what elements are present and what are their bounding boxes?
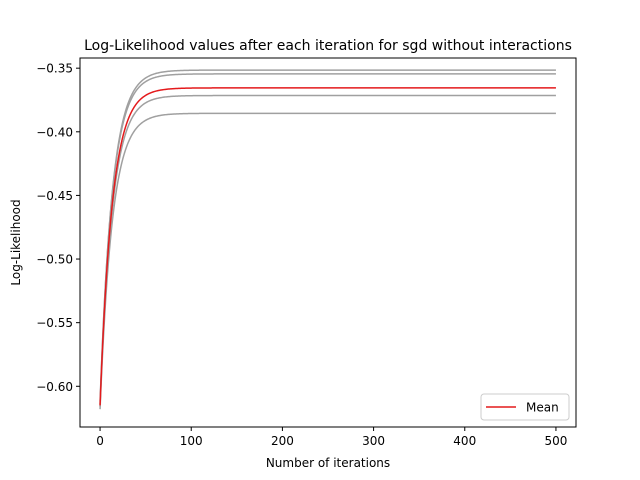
legend: Mean <box>480 393 570 421</box>
plot-frame <box>79 57 577 428</box>
series-line-run-3 <box>99 94 556 407</box>
chart-title: Log-Likelihood values after each iterati… <box>84 38 572 54</box>
y-tick-label: −0.45 <box>36 189 73 203</box>
y-axis-label: Log-Likelihood <box>9 199 23 285</box>
x-tick-label: 300 <box>362 434 385 448</box>
series-line-run-4 <box>99 112 556 410</box>
x-tick-label: 100 <box>180 434 203 448</box>
x-tick-label: 200 <box>271 434 294 448</box>
legend-label-mean: Mean <box>526 401 559 415</box>
series-line-mean <box>99 87 556 406</box>
y-axis: −0.35 −0.40 −0.45 −0.50 −0.55 −0.60 <box>36 62 80 394</box>
y-tick-label: −0.40 <box>36 125 73 139</box>
series-line-run-2 <box>99 73 556 402</box>
legend-box <box>480 393 570 421</box>
x-axis: 0 100 200 300 400 500 <box>96 427 567 448</box>
y-tick-label: −0.55 <box>36 316 73 330</box>
x-axis-label: Number of iterations <box>266 456 390 470</box>
series-group <box>99 69 556 410</box>
y-tick-label: −0.50 <box>36 253 73 267</box>
y-tick-label: −0.60 <box>36 380 73 394</box>
x-tick-label: 500 <box>544 434 567 448</box>
y-tick-label: −0.35 <box>36 62 73 76</box>
series-line-run-1 <box>99 69 556 405</box>
x-tick-label: 400 <box>453 434 476 448</box>
x-tick-label: 0 <box>96 434 104 448</box>
